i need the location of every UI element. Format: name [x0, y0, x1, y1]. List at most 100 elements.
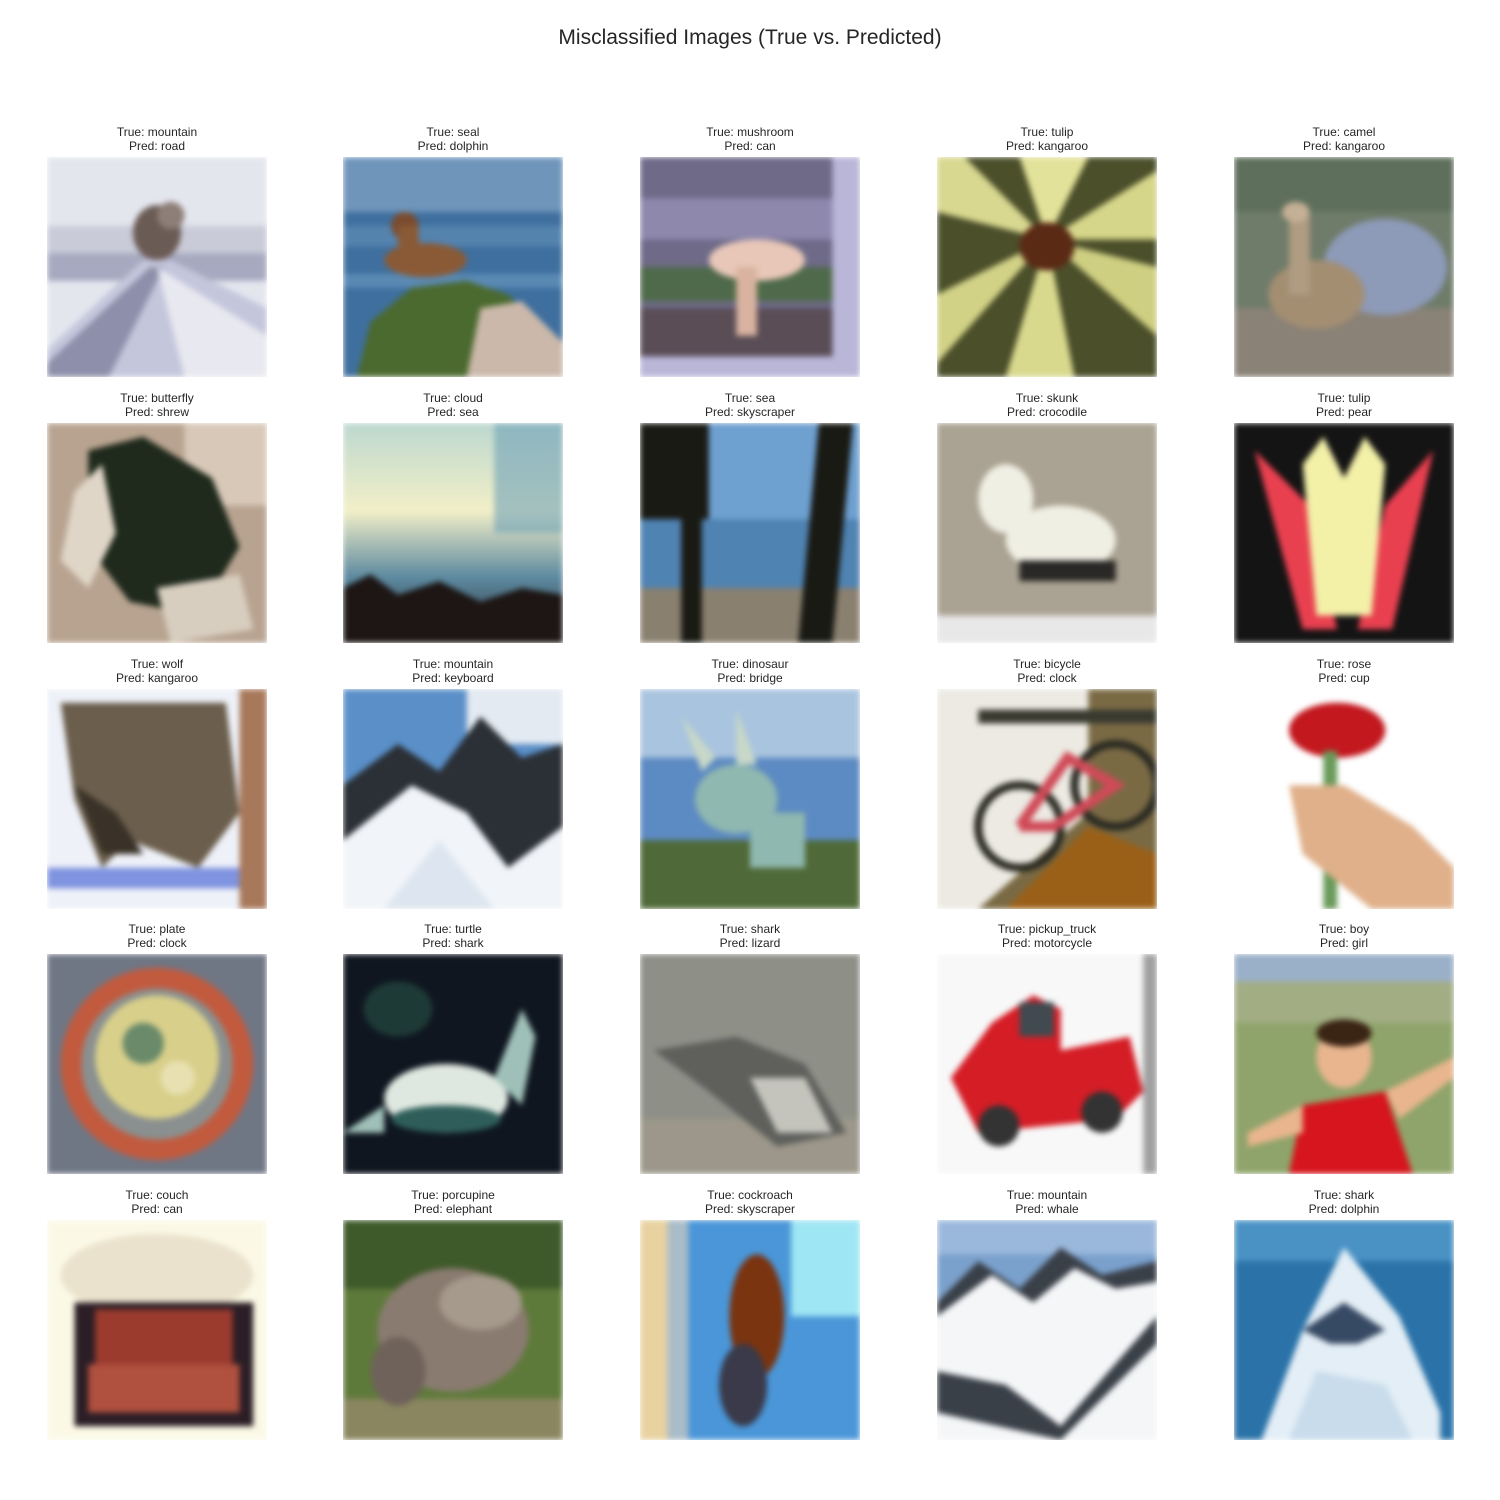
true-label: True: shark	[719, 922, 781, 936]
caption: True: skunk Pred: crocodile	[897, 391, 1197, 419]
image-red-bicycle	[937, 689, 1157, 909]
pred-label: Pred: girl	[1319, 936, 1369, 950]
caption: True: pickup_truck Pred: motorcycle	[897, 922, 1197, 950]
true-label: True: seal	[426, 125, 480, 139]
caption: True: turtle Pred: shark	[303, 922, 603, 950]
true-label: True: mountain	[412, 657, 494, 671]
image-red-armchair	[47, 1220, 267, 1440]
caption: True: mountain Pred: road	[7, 125, 307, 153]
caption: True: seal Pred: dolphin	[303, 125, 603, 153]
image-grey-shark	[640, 954, 860, 1174]
true-label: True: mountain	[1006, 1188, 1088, 1202]
true-label: True: boy	[1318, 922, 1370, 936]
image-camel-zoo	[1234, 157, 1454, 377]
caption: True: plate Pred: clock	[7, 922, 307, 950]
pred-label: Pred: skyscraper	[704, 1202, 796, 1216]
pred-label: Pred: clock	[127, 936, 187, 950]
caption: True: bicycle Pred: clock	[897, 657, 1197, 685]
image-volcano-road	[47, 157, 267, 377]
pred-label: Pred: motorcycle	[1001, 936, 1093, 950]
caption: True: wolf Pred: kangaroo	[7, 657, 307, 685]
image-alps-snow	[937, 1220, 1157, 1440]
pred-label: Pred: cup	[1318, 671, 1370, 685]
image-mushroom-card	[640, 157, 860, 377]
true-label: True: camel	[1312, 125, 1376, 139]
pred-label: Pred: crocodile	[1006, 405, 1088, 419]
caption: True: mushroom Pred: can	[600, 125, 900, 153]
true-label: True: rose	[1316, 657, 1372, 671]
pred-label: Pred: kangaroo	[1005, 139, 1089, 153]
true-label: True: butterfly	[120, 391, 194, 405]
caption: True: cockroach Pred: skyscraper	[600, 1188, 900, 1216]
true-label: True: bicycle	[1013, 657, 1081, 671]
true-label: True: pickup_truck	[997, 922, 1097, 936]
pred-label: Pred: shark	[422, 936, 484, 950]
true-label: True: couch	[125, 1188, 189, 1202]
pred-label: Pred: dolphin	[417, 139, 489, 153]
caption: True: butterfly Pred: shrew	[7, 391, 307, 419]
caption: True: tulip Pred: pear	[1194, 391, 1494, 419]
caption: True: rose Pred: cup	[1194, 657, 1494, 685]
image-red-truck	[937, 954, 1157, 1174]
pred-label: Pred: shrew	[124, 405, 190, 419]
caption: True: tulip Pred: kangaroo	[897, 125, 1197, 153]
true-label: True: cloud	[423, 391, 483, 405]
true-label: True: skunk	[1015, 391, 1079, 405]
caption: True: boy Pred: girl	[1194, 922, 1494, 950]
caption: True: sea Pred: skyscraper	[600, 391, 900, 419]
true-label: True: shark	[1313, 1188, 1375, 1202]
caption: True: porcupine Pred: elephant	[303, 1188, 603, 1216]
image-sea-turtle	[343, 954, 563, 1174]
pred-label: Pred: skyscraper	[704, 405, 796, 419]
true-label: True: porcupine	[411, 1188, 495, 1202]
caption: True: mountain Pred: keyboard	[303, 657, 603, 685]
image-seal-on-rock	[343, 157, 563, 377]
pred-label: Pred: road	[128, 139, 186, 153]
caption: True: mountain Pred: whale	[897, 1188, 1197, 1216]
image-cockroach-blue	[640, 1220, 860, 1440]
true-label: True: wolf	[130, 657, 184, 671]
image-hand-rose	[1234, 689, 1454, 909]
pred-label: Pred: can	[131, 1202, 183, 1216]
pred-label: Pred: kangaroo	[115, 671, 199, 685]
pred-label: Pred: lizard	[719, 936, 781, 950]
image-yellow-lily	[937, 157, 1157, 377]
true-label: True: mountain	[116, 125, 198, 139]
image-boy-grass	[1234, 954, 1454, 1174]
image-snowy-peaks	[343, 689, 563, 909]
true-label: True: tulip	[1020, 125, 1074, 139]
true-label: True: tulip	[1317, 391, 1371, 405]
pred-label: Pred: dolphin	[1308, 1202, 1380, 1216]
image-porcupine-grass	[343, 1220, 563, 1440]
image-dinosaur-statue	[640, 689, 860, 909]
image-decorated-plate	[47, 954, 267, 1174]
pred-label: Pred: can	[724, 139, 776, 153]
true-label: True: dinosaur	[711, 657, 789, 671]
pred-label: Pred: pear	[1315, 405, 1373, 419]
figure-title: Misclassified Images (True vs. Predicted…	[558, 26, 942, 49]
caption: True: couch Pred: can	[7, 1188, 307, 1216]
pred-label: Pred: keyboard	[412, 671, 494, 685]
image-sea-trees	[640, 423, 860, 643]
image-sky-horizon	[343, 423, 563, 643]
pred-label: Pred: sea	[427, 405, 479, 419]
true-label: True: turtle	[424, 922, 482, 936]
image-red-yellow-tulip	[1234, 423, 1454, 643]
pred-label: Pred: clock	[1017, 671, 1077, 685]
true-label: True: plate	[128, 922, 186, 936]
true-label: True: cockroach	[707, 1188, 793, 1202]
image-wolf-snow	[47, 689, 267, 909]
pred-label: Pred: whale	[1015, 1202, 1079, 1216]
pred-label: Pred: kangaroo	[1302, 139, 1386, 153]
caption: True: shark Pred: dolphin	[1194, 1188, 1494, 1216]
pred-label: Pred: elephant	[413, 1202, 493, 1216]
image-great-white-shark	[1234, 1220, 1454, 1440]
caption: True: dinosaur Pred: bridge	[600, 657, 900, 685]
caption: True: shark Pred: lizard	[600, 922, 900, 950]
true-label: True: mushroom	[706, 125, 794, 139]
image-dark-butterfly	[47, 423, 267, 643]
caption: True: cloud Pred: sea	[303, 391, 603, 419]
image-white-skunk	[937, 423, 1157, 643]
true-label: True: sea	[724, 391, 776, 405]
caption: True: camel Pred: kangaroo	[1194, 125, 1494, 153]
